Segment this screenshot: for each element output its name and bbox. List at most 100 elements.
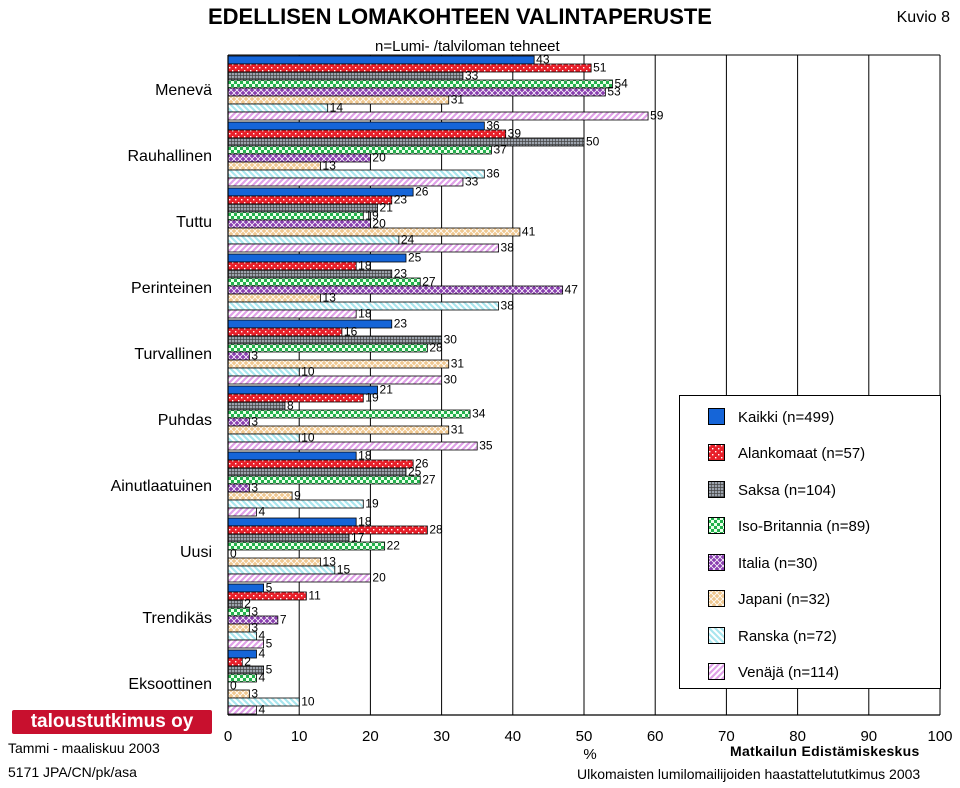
data-label: 39 (508, 127, 522, 141)
bar (227, 253, 407, 263)
data-label: 41 (522, 225, 536, 239)
data-label: 20 (372, 571, 386, 585)
bar (227, 145, 492, 155)
data-label: 36 (486, 119, 500, 133)
bar (227, 103, 329, 113)
bar (227, 533, 350, 543)
axes: Menevä Rauhallinen Tuttu Perinteinen Turvall… (111, 54, 953, 763)
data-label: 59 (650, 109, 664, 123)
bar (227, 385, 378, 395)
legend-swatch (708, 663, 725, 680)
data-label: 13 (323, 291, 337, 305)
data-label: 9 (294, 489, 301, 503)
category-label: Puhdas (158, 412, 212, 429)
category-label: Trendikäs (142, 610, 212, 627)
footer-date: Tammi - maaliskuu 2003 (8, 740, 160, 756)
bar (227, 393, 364, 403)
bar (227, 277, 421, 287)
data-label: 19 (365, 497, 379, 511)
data-label: 13 (323, 555, 337, 569)
bar (227, 235, 400, 245)
brand-logo: taloustutkimus oy (12, 710, 212, 734)
data-label: 3 (251, 481, 258, 495)
data-label: 23 (394, 267, 408, 281)
data-label: 13 (323, 159, 337, 173)
data-label: 36 (486, 167, 500, 181)
bar (227, 121, 485, 131)
data-label: 19 (365, 209, 379, 223)
data-label: 3 (251, 621, 258, 635)
bar (227, 649, 257, 659)
bar (227, 55, 535, 65)
footer-organization: Matkailun Edistämiskeskus (730, 743, 920, 759)
bar (227, 425, 450, 435)
x-tick-label: 90 (860, 728, 877, 745)
data-label: 16 (344, 325, 358, 339)
data-label: 54 (614, 77, 628, 91)
category-label: Rauhallinen (127, 148, 212, 165)
bar (227, 657, 243, 667)
bar (227, 451, 357, 461)
bar (227, 409, 471, 419)
data-label: 26 (415, 185, 429, 199)
category-label: Tuttu (176, 214, 212, 231)
data-label: 4 (258, 703, 265, 717)
data-label: 11 (308, 589, 321, 603)
x-tick-label: 100 (927, 728, 952, 745)
bar (227, 557, 321, 567)
data-label: 34 (472, 407, 486, 421)
data-label: 51 (593, 61, 607, 75)
data-label: 0 (230, 547, 237, 561)
bar (227, 507, 257, 517)
bar (227, 293, 321, 303)
bar (227, 525, 428, 535)
data-labels: 4351335453311459363950372013363326232119… (230, 53, 664, 717)
data-label: 38 (501, 299, 515, 313)
bar (227, 169, 485, 179)
data-label: 28 (429, 341, 443, 355)
x-tick-label: 50 (576, 728, 593, 745)
x-tick-label: 20 (362, 728, 379, 745)
grid-lines (227, 55, 941, 715)
data-label: 4 (258, 629, 265, 643)
category-label: Eksoottinen (128, 676, 212, 693)
bar (227, 219, 371, 229)
data-label: 30 (444, 373, 458, 387)
data-label: 22 (387, 539, 401, 553)
bar (227, 417, 250, 427)
data-label: 0 (230, 679, 237, 693)
bar (227, 129, 507, 139)
footer-source: Ulkomaisten lumilomailijoiden haastattel… (577, 766, 921, 782)
data-label: 21 (380, 383, 394, 397)
figure-number: Kuvio 8 (896, 9, 950, 26)
data-label: 14 (330, 101, 344, 115)
legend-label: Kaikki (n=499) (738, 409, 835, 426)
bar (227, 517, 357, 527)
bar (227, 187, 414, 197)
data-label: 3 (251, 687, 258, 701)
bar (227, 467, 407, 477)
bar (227, 351, 250, 361)
footer-code: 5171 JPA/CN/pk/asa (8, 764, 137, 780)
legend-label: Ranska (n=72) (738, 628, 837, 645)
x-axis-label: % (583, 746, 596, 763)
bar (227, 153, 371, 163)
bar (227, 483, 250, 493)
data-label: 27 (422, 275, 436, 289)
bars (227, 55, 649, 715)
bar (227, 359, 450, 369)
legend-label: Saksa (n=104) (738, 482, 836, 499)
data-label: 53 (607, 85, 621, 99)
data-label: 20 (372, 217, 386, 231)
data-label: 47 (565, 283, 579, 297)
data-label: 25 (408, 251, 422, 265)
data-label: 23 (394, 317, 408, 331)
bar (227, 565, 336, 575)
data-label: 3 (251, 605, 258, 619)
data-label: 23 (394, 193, 408, 207)
category-label: Turvallinen (134, 346, 212, 363)
bar (227, 491, 293, 501)
category-label: Menevä (155, 82, 212, 99)
legend-label: Japani (n=32) (738, 591, 831, 608)
